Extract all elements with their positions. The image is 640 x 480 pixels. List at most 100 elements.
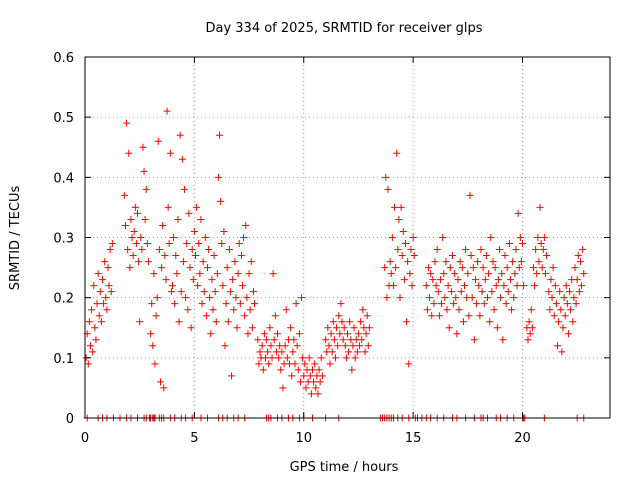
data-point: [328, 348, 336, 356]
data-point: [158, 264, 166, 272]
data-point: [291, 360, 299, 368]
data-point: [324, 324, 332, 332]
data-point: [572, 300, 580, 308]
data-point: [240, 234, 248, 241]
data-point: [99, 276, 106, 284]
data-point: [142, 185, 150, 193]
y-tick-label: 0: [66, 412, 74, 427]
data-point: [177, 288, 185, 296]
data-point: [432, 282, 440, 290]
data-point: [129, 252, 137, 260]
data-point: [213, 270, 221, 278]
data-point: [217, 197, 225, 205]
data-point: [499, 336, 507, 344]
data-point: [409, 234, 417, 241]
data-point: [502, 300, 510, 308]
data-point: [534, 234, 542, 241]
data-point: [546, 306, 554, 314]
data-point: [275, 354, 283, 362]
data-point: [91, 324, 99, 332]
data-point: [540, 234, 548, 241]
data-point: [90, 282, 98, 290]
data-point: [551, 282, 559, 290]
data-point: [525, 318, 533, 326]
data-point: [566, 288, 574, 296]
data-point: [488, 288, 496, 296]
data-point: [221, 342, 229, 350]
data-point: [305, 354, 313, 362]
data-point: [316, 378, 324, 386]
data-point: [195, 240, 203, 248]
data-point: [325, 342, 333, 350]
data-point: [278, 348, 286, 356]
chart-title: Day 334 of 2025, SRMTID for receiver glp…: [205, 21, 482, 36]
data-point: [175, 318, 183, 326]
data-point: [520, 282, 528, 290]
data-point: [480, 300, 488, 308]
data-point: [155, 246, 163, 254]
data-point: [293, 342, 301, 350]
data-point: [561, 312, 569, 320]
data-point: [580, 270, 588, 278]
data-point: [220, 227, 228, 235]
data-point: [211, 288, 219, 296]
data-point: [126, 264, 134, 272]
data-point: [255, 360, 263, 368]
data-point: [314, 390, 322, 398]
data-point: [263, 336, 271, 344]
data-point: [407, 246, 415, 254]
data-point: [296, 378, 304, 386]
data-point: [462, 246, 470, 254]
data-point: [178, 155, 186, 163]
data-point: [464, 270, 472, 278]
data-point: [428, 312, 436, 320]
data-point: [327, 330, 335, 338]
data-point: [440, 270, 448, 278]
data-point: [143, 240, 151, 248]
data-point: [558, 348, 566, 356]
data-point: [188, 246, 196, 254]
data-point: [176, 131, 184, 139]
x-tick-label: 15: [405, 431, 422, 446]
data-point: [531, 282, 539, 290]
data-point: [562, 282, 570, 290]
data-point: [181, 185, 189, 193]
data-point: [333, 324, 341, 332]
data-point: [88, 306, 96, 314]
data-point: [194, 282, 202, 290]
data-point: [491, 264, 499, 272]
data-point: [261, 354, 269, 362]
data-point: [388, 234, 396, 241]
data-point: [172, 252, 180, 260]
data-point: [247, 258, 255, 266]
data-point: [148, 300, 156, 308]
data-point: [150, 270, 158, 278]
data-point: [198, 300, 206, 308]
data-point: [536, 203, 544, 211]
data-point: [516, 234, 524, 241]
data-point: [430, 300, 438, 308]
data-point: [92, 336, 100, 344]
data-point: [121, 221, 129, 229]
x-axis-label: GPS time / hours: [290, 460, 399, 475]
data-point: [493, 324, 501, 332]
data-point: [312, 384, 320, 392]
data-point: [224, 318, 232, 326]
data-point: [214, 173, 222, 181]
data-point: [144, 258, 152, 266]
data-point: [254, 336, 262, 344]
data-point: [517, 258, 525, 266]
data-point: [236, 300, 244, 308]
data-point: [471, 276, 479, 284]
data-point: [243, 294, 251, 302]
data-point: [446, 264, 454, 272]
data-point: [477, 246, 485, 254]
data-point: [381, 264, 389, 272]
data-point: [526, 330, 534, 338]
data-point: [160, 384, 168, 392]
data-point: [223, 264, 231, 272]
data-point: [528, 324, 536, 332]
data-point: [393, 149, 401, 157]
data-point: [345, 348, 353, 356]
data-point: [358, 336, 366, 344]
